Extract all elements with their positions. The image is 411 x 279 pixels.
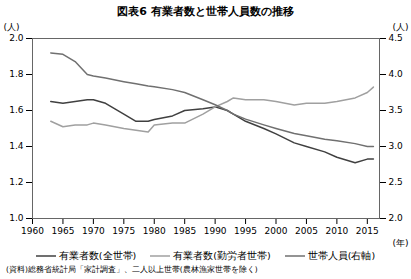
svg-text:1.8: 1.8 xyxy=(9,69,24,79)
svg-text:3.5: 3.5 xyxy=(389,105,403,115)
svg-text:1975: 1975 xyxy=(112,226,135,236)
svg-text:2015: 2015 xyxy=(356,226,379,236)
svg-text:4.5: 4.5 xyxy=(389,33,403,43)
svg-text:1980: 1980 xyxy=(143,226,166,236)
svg-text:1.6: 1.6 xyxy=(9,105,24,115)
svg-text:1960: 1960 xyxy=(21,226,44,236)
svg-text:1.4: 1.4 xyxy=(9,141,24,151)
svg-text:2.5: 2.5 xyxy=(389,177,403,187)
svg-text:1970: 1970 xyxy=(82,226,105,236)
svg-text:2.0: 2.0 xyxy=(9,33,24,43)
html-text:有業者数(全世帯): 有業者数(全世帯) xyxy=(58,249,137,261)
html-text:(資料)総務省統計局「家計調査」、二人以上世帯(農林漁家世帯: (資料)総務省統計局「家計調査」、二人以上世帯(農林漁家世帯を除く) xyxy=(6,265,258,274)
svg-text:(人): (人) xyxy=(4,22,20,32)
svg-text:1990: 1990 xyxy=(204,226,227,236)
svg-text:2000: 2000 xyxy=(265,226,288,236)
svg-text:2.0: 2.0 xyxy=(389,213,404,223)
svg-text:1.0: 1.0 xyxy=(9,213,24,223)
svg-text:2005: 2005 xyxy=(295,226,318,236)
html-text:有業者数(勤労者世帯): 有業者数(勤労者世帯) xyxy=(173,249,271,261)
svg-text:(年): (年) xyxy=(392,238,408,248)
svg-text:4.0: 4.0 xyxy=(389,69,404,79)
svg-text:1995: 1995 xyxy=(234,226,257,236)
svg-text:1985: 1985 xyxy=(173,226,196,236)
html-text:世帯人員(右軸): 世帯人員(右軸) xyxy=(307,249,376,261)
html-text:図表6 有業者数と世帯人員数の推移: 図表6 有業者数と世帯人員数の推移 xyxy=(117,5,294,18)
svg-text:1.2: 1.2 xyxy=(9,177,23,187)
svg-text:(人): (人) xyxy=(392,22,408,32)
svg-text:1965: 1965 xyxy=(51,226,74,236)
svg-text:2010: 2010 xyxy=(325,226,348,236)
svg-text:3.0: 3.0 xyxy=(389,141,404,151)
